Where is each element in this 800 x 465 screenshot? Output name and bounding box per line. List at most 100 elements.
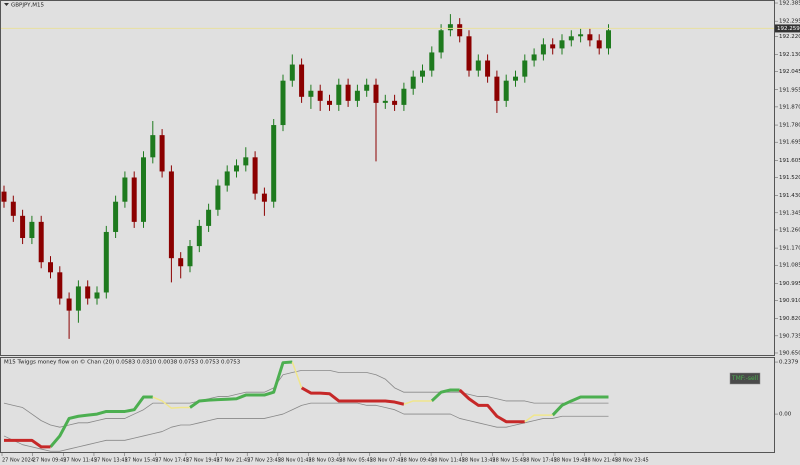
x-tick-label: 28 Nov 21:45 xyxy=(584,458,618,464)
y-tick-label: 192.130 xyxy=(779,52,800,58)
y-tick-label: 191.955 xyxy=(779,87,800,93)
indicator-pane xyxy=(0,357,775,453)
candle-body xyxy=(94,292,100,299)
candle-body xyxy=(522,60,528,77)
candle-body xyxy=(252,157,258,194)
x-tick-label: 28 Nov 23:45 xyxy=(615,458,649,464)
candle-body xyxy=(178,258,184,267)
x-tick-label: 28 Nov 05:45 xyxy=(339,458,373,464)
candle-body xyxy=(568,36,574,41)
candle-body xyxy=(392,100,398,105)
x-tick-label: 28 Nov 01:45 xyxy=(278,458,312,464)
indicator-line xyxy=(4,386,525,449)
y-tick-label: 191.430 xyxy=(779,193,800,199)
candle-body xyxy=(382,100,388,103)
candle-body xyxy=(224,171,230,186)
candle-body xyxy=(606,30,611,49)
candle-body xyxy=(57,272,63,299)
candle-body xyxy=(317,90,323,101)
x-tick-label: 27 Nov 2024 xyxy=(2,458,34,464)
candle-body xyxy=(150,135,156,158)
candle-body xyxy=(475,60,481,71)
x-tick-label: 28 Nov 03:45 xyxy=(309,458,343,464)
candle-body xyxy=(503,80,509,101)
candle-body xyxy=(206,209,212,226)
candle-body xyxy=(271,125,277,202)
candle-body xyxy=(466,36,472,71)
candle-body xyxy=(457,24,463,37)
y-tick-label: 192.045 xyxy=(779,69,800,75)
candle-body xyxy=(1,191,7,202)
indicator-title: M15 Twiggs money flow on © Chan (20) 0.0… xyxy=(4,359,241,366)
candle-body xyxy=(234,165,239,172)
candle-body xyxy=(345,84,351,101)
indicator-line xyxy=(49,360,609,448)
main-pane xyxy=(0,0,775,356)
y-tick-label: 192.385 xyxy=(779,1,800,7)
candle-body xyxy=(364,84,370,91)
badge-box xyxy=(729,372,761,385)
candle-body xyxy=(587,34,593,41)
candle-body xyxy=(103,231,109,293)
x-tick-label: 28 Nov 11:45 xyxy=(431,458,465,464)
y-tick-label: 0.00 xyxy=(779,412,792,418)
y-tick-label: 191.520 xyxy=(779,175,800,181)
y-tick-label: 192.295 xyxy=(779,19,800,25)
candle-body xyxy=(327,100,332,105)
symbol-title: GBPJPY,M15 xyxy=(11,3,45,9)
x-tick-label: 28 Nov 07:45 xyxy=(370,458,404,464)
candle-body xyxy=(10,201,16,216)
menu-arrow[interactable] xyxy=(4,3,9,6)
candle-body xyxy=(447,24,453,31)
candle-body xyxy=(215,185,221,210)
x-tick-label: 27 Nov 13:45 xyxy=(94,458,128,464)
candle-body xyxy=(159,135,165,172)
x-tick-label: 28 Nov 13:45 xyxy=(462,458,496,464)
candle-body xyxy=(261,193,267,202)
candle-body xyxy=(131,177,137,222)
candle-body xyxy=(550,44,556,49)
x-tick-label: 27 Nov 19:45 xyxy=(186,458,220,464)
y-tick-label: 191.780 xyxy=(779,123,800,129)
candle-body xyxy=(354,90,360,101)
candle-body xyxy=(494,76,500,101)
candle-body xyxy=(420,70,425,77)
y-tick-label: 192.220 xyxy=(779,34,800,40)
x-tick-label: 27 Nov 15:45 xyxy=(125,458,159,464)
x-tick-label: 27 Nov 21:45 xyxy=(217,458,251,464)
current-price-label: 192.259 xyxy=(777,26,800,32)
candle-body xyxy=(308,90,314,97)
candle-body xyxy=(243,157,249,166)
x-tick-label: 27 Nov 23:45 xyxy=(247,458,281,464)
y-tick-label: 191.345 xyxy=(779,210,800,216)
signal-badge: TMF:-sell xyxy=(731,375,758,382)
candle-body xyxy=(373,84,379,103)
y-tick-label: 0.2379 xyxy=(779,360,799,366)
y-tick-label: 190.820 xyxy=(779,316,800,322)
candle-body xyxy=(48,262,53,273)
candle-body xyxy=(29,221,35,239)
y-tick-label: 191.260 xyxy=(779,227,800,233)
candle-body xyxy=(336,84,342,105)
candle-body xyxy=(540,44,546,55)
candle-body xyxy=(559,40,565,49)
x-tick-label: 27 Nov 17:45 xyxy=(155,458,189,464)
candle-body xyxy=(531,54,537,61)
candle-body xyxy=(66,298,72,311)
x-tick-label: 28 Nov 15:45 xyxy=(492,458,526,464)
candle-body xyxy=(141,157,146,222)
candle-body xyxy=(596,40,602,49)
y-tick-label: 191.870 xyxy=(779,104,800,110)
candle-body xyxy=(85,286,91,299)
current-price-box xyxy=(775,24,800,33)
y-tick-label: 190.735 xyxy=(779,333,800,339)
candle-body xyxy=(513,76,518,81)
indicator-line xyxy=(152,361,553,423)
candle-body xyxy=(280,80,286,126)
candle-body xyxy=(168,171,174,259)
candle-body xyxy=(485,60,491,77)
candle-body xyxy=(410,76,416,89)
x-tick-label: 27 Nov 11:45 xyxy=(63,458,97,464)
